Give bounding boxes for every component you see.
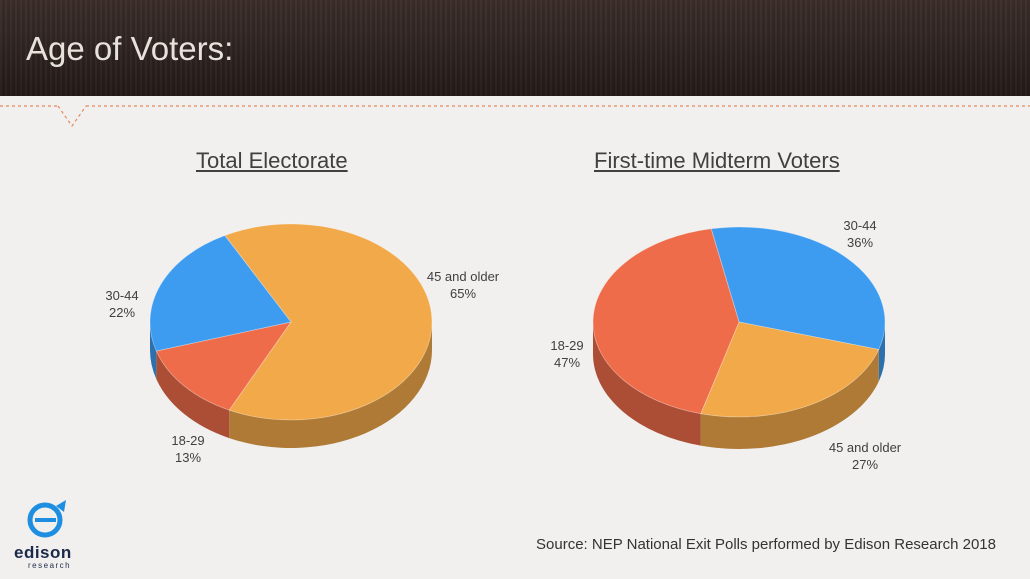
chart-title-first-time-voters: First-time Midterm Voters bbox=[594, 148, 840, 173]
pie-0-slice-2 bbox=[149, 234, 292, 352]
pie-0-slice-0 bbox=[224, 223, 433, 421]
pie-1-slice-0 bbox=[710, 226, 886, 350]
pie-1-side-0 bbox=[878, 322, 885, 382]
pie-1-side-1 bbox=[700, 349, 879, 449]
source-note: Source: NEP National Exit Polls performe… bbox=[536, 536, 996, 553]
edison-logo-icon bbox=[27, 500, 66, 538]
pie-0-side-0 bbox=[229, 322, 432, 448]
header-texture bbox=[0, 0, 1030, 96]
pie-0-value-0: 65% bbox=[450, 286, 476, 301]
pie-1-slice-1 bbox=[700, 321, 880, 418]
pie-0-value-1: 13% bbox=[175, 450, 201, 465]
pie-0-label-2: 30-44 bbox=[105, 288, 138, 303]
pie-1-label-1: 45 and older bbox=[829, 440, 902, 455]
pie-0-side-2 bbox=[150, 322, 157, 379]
pie-1-value-2: 47% bbox=[554, 355, 580, 370]
pie-1-label-2: 18-29 bbox=[550, 338, 583, 353]
pie-1-side-2 bbox=[593, 322, 701, 446]
logo-subtitle: research bbox=[28, 561, 72, 570]
header-divider bbox=[0, 105, 1030, 128]
pie-0-slice-1 bbox=[155, 321, 292, 411]
pie-1-value-1: 27% bbox=[852, 457, 878, 472]
logo-wordmark: edison bbox=[14, 543, 72, 562]
header-bar: Age of Voters: bbox=[0, 0, 1030, 96]
slide-title: Age of Voters: bbox=[26, 30, 234, 67]
pie-0-label-1: 18-29 bbox=[171, 433, 204, 448]
chart-title-total-electorate: Total Electorate bbox=[196, 148, 348, 173]
pie-1-slice-2 bbox=[592, 228, 740, 415]
pie-0-side-1 bbox=[156, 350, 230, 439]
pie-0-label-0: 45 and older bbox=[427, 269, 500, 284]
pie-1-value-0: 36% bbox=[847, 235, 873, 250]
pie-0-value-2: 22% bbox=[109, 305, 135, 320]
pie-1-label-0: 30-44 bbox=[843, 218, 876, 233]
